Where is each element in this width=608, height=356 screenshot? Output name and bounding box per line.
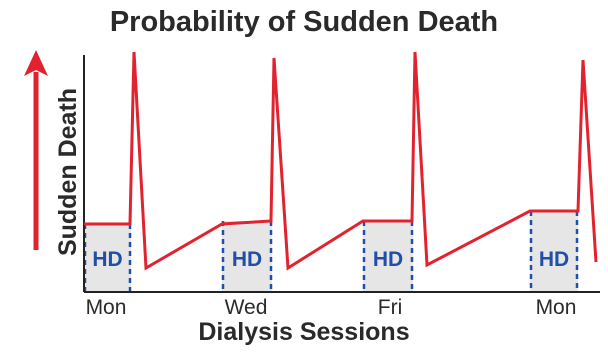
- session-box-mon: [84, 224, 131, 292]
- session-box-wed: [222, 221, 272, 292]
- hd-label: HD: [539, 248, 569, 271]
- x-tick-label: Mon: [86, 296, 127, 319]
- risk-series-line: [84, 51, 598, 271]
- y-axis-label: Sudden Death: [54, 88, 82, 256]
- y-arrow-head-icon: [24, 50, 48, 76]
- chart-title: Probability of Sudden Death: [109, 6, 499, 38]
- hd-label: HD: [232, 248, 262, 271]
- hd-label: HD: [373, 248, 403, 271]
- x-tick-label: Fri: [378, 296, 403, 319]
- x-axis-label: Dialysis Sessions: [198, 318, 410, 346]
- session-box-fri: [363, 221, 413, 292]
- x-tick-label: Mon: [536, 296, 577, 319]
- x-tick-label: Wed: [225, 296, 268, 319]
- hd-label: HD: [92, 248, 122, 271]
- session-box-mon-2: [530, 211, 578, 292]
